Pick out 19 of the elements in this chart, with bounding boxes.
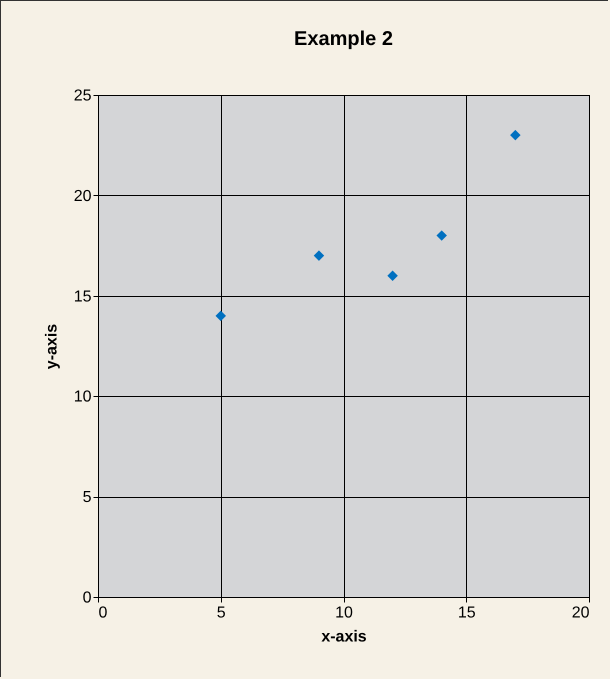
point <box>436 230 447 241</box>
y-tick-label: 25 <box>74 88 92 104</box>
point <box>216 310 226 322</box>
chart-title: Example 2 <box>294 28 393 50</box>
x-tick-label: 10 <box>335 604 353 622</box>
point <box>387 270 398 281</box>
y-axis-title: y-axis <box>44 324 61 370</box>
y-tick-label: 20 <box>74 188 92 205</box>
x-tick-label: 0 <box>98 604 108 622</box>
point <box>314 250 324 261</box>
y-tick-label: 0 <box>82 590 92 606</box>
y-tick-label: 10 <box>74 388 92 406</box>
x-axis-title: x-axis <box>321 628 367 646</box>
point <box>510 130 521 140</box>
x-tick-label: 15 <box>458 604 476 622</box>
y-tick-label: 5 <box>82 489 92 506</box>
x-tick-label: 20 <box>572 604 590 622</box>
y-tick-label: 15 <box>74 288 92 306</box>
x-tick-label: 5 <box>216 604 226 622</box>
